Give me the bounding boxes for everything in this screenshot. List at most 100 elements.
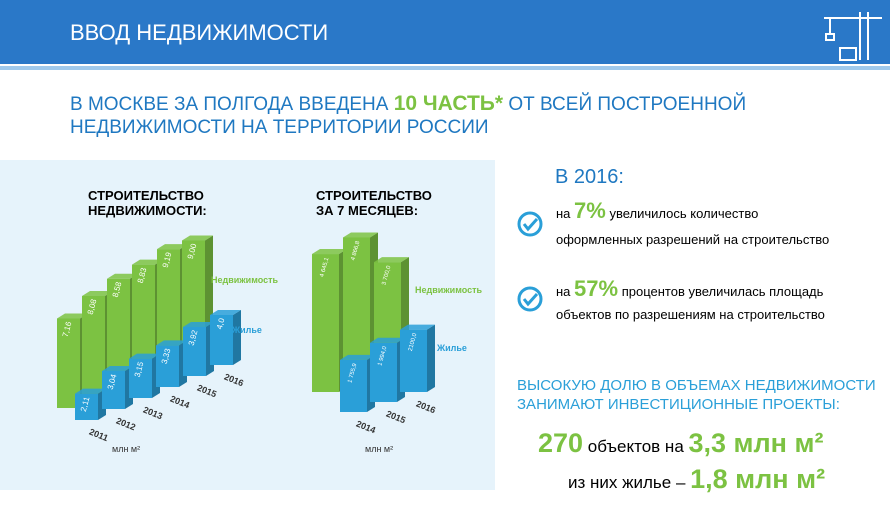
bar — [107, 278, 130, 386]
summary-text: объектов на — [587, 437, 684, 456]
fact-text: увеличилось количество — [609, 206, 759, 221]
summary-text: из них жилье – — [568, 473, 686, 492]
value-label: 3,04 — [106, 373, 119, 391]
value-label: 3,15 — [133, 360, 146, 378]
bar — [157, 249, 180, 364]
headline-text: В МОСКВЕ ЗА ПОЛГОДА ВВЕДЕНА — [70, 94, 389, 115]
legend-label: Недвижимость — [415, 285, 483, 295]
bar — [57, 318, 80, 408]
unit-label: млн м² — [112, 444, 140, 454]
x-tick-label: 2016 — [223, 372, 245, 389]
fact: на 57% процентов увеличилась площадь — [556, 276, 823, 302]
x-tick-label: 2011 — [88, 427, 110, 444]
bar-side — [233, 310, 241, 365]
header-title: ВВОД НЕДВИЖИМОСТИ — [70, 20, 329, 45]
headline-highlight: 10 ЧАСТЬ* — [393, 92, 504, 115]
bar-top — [312, 249, 347, 255]
summary-number: 3,3 млн м² — [688, 428, 824, 458]
bar-top — [210, 310, 241, 315]
x-tick-label: 2015 — [385, 409, 407, 426]
bar-top — [343, 232, 378, 238]
summary: из них жилье – 1,8 млн м² — [568, 464, 825, 495]
bar-top — [374, 257, 409, 263]
unit-label: млн м² — [365, 444, 393, 454]
bar — [370, 342, 397, 402]
bar — [312, 254, 339, 392]
bar-top — [370, 337, 405, 343]
x-tick-label: 2012 — [115, 416, 137, 433]
bar — [102, 371, 125, 409]
fact-text: на — [556, 206, 571, 221]
summary: 270 объектов на 3,3 млн м² — [538, 428, 823, 459]
value-label: 4 866,8 — [350, 240, 361, 262]
bar-top — [156, 340, 187, 346]
headline-line2: НЕДВИЖИМОСТИ НА ТЕРРИТОРИИ РОССИИ — [70, 117, 489, 138]
note: ВЫСОКУЮ ДОЛЮ В ОБЪЕМАХ НЕДВИЖИМОСТИ — [517, 377, 876, 394]
value-label: 1 755,9 — [347, 362, 358, 384]
x-tick-label: 2014 — [169, 394, 191, 411]
legend-label: Жилье — [436, 343, 467, 353]
charts: 7,16 8,08 8,58 8,83 9,19 9,00 Недвижимость 2,11… — [57, 232, 483, 454]
bar-top — [82, 291, 113, 296]
header-line — [0, 66, 890, 70]
bar — [183, 327, 206, 376]
bar-top — [107, 273, 138, 279]
header-bar — [0, 0, 890, 64]
x-tick-label: 2015 — [196, 383, 218, 400]
fact-text: процентов увеличилась площадь — [621, 284, 824, 299]
value-label: 3 700,0 — [381, 264, 392, 286]
bar-top — [182, 235, 213, 241]
chart-title: СТРОИТЕЛЬСТВО ЗА 7 МЕСЯЦЕВ: — [316, 188, 432, 218]
summary-number: 1,8 млн м² — [690, 464, 826, 494]
bar — [82, 296, 105, 397]
headline: В МОСКВЕ ЗА ПОЛГОДА ВВЕДЕНА 10 ЧАСТЬ* ОТ… — [70, 92, 746, 116]
bar — [75, 393, 98, 420]
value-label: 7,16 — [61, 320, 74, 338]
bar-top — [129, 353, 160, 359]
x-tick-label: 2014 — [355, 419, 377, 436]
fact-text: на — [556, 284, 571, 299]
note: ЗАНИМАЮТ ИНВЕСТИЦИОННЫЕ ПРОЕКТЫ: — [517, 396, 840, 413]
fact: на 7% увеличилось количество — [556, 198, 758, 224]
x-tick-label: 2016 — [415, 399, 437, 416]
value-label: 9,00 — [186, 242, 199, 260]
bar — [156, 345, 179, 387]
value-label: 3,33 — [160, 347, 173, 365]
headline-text: ОТ ВСЕЙ ПОСТРОЕННОЙ — [508, 94, 747, 115]
check-icon — [517, 211, 543, 237]
value-label: 3,92 — [187, 329, 200, 347]
bar-top — [183, 322, 214, 327]
value-label: 2,11 — [79, 395, 92, 412]
bar-top — [157, 244, 188, 250]
value-label: 9,19 — [161, 251, 174, 269]
bar-top — [340, 354, 375, 360]
summary-number: 270 — [538, 428, 584, 458]
value-label: 8,83 — [136, 266, 149, 284]
crane-icon — [824, 12, 882, 61]
legend-label: Недвижимость — [211, 275, 279, 285]
bar — [340, 359, 367, 412]
fact-text: оформленных разрешений на строительство — [556, 232, 830, 247]
bar-top — [400, 324, 435, 330]
bar-top — [102, 366, 133, 371]
bar — [129, 358, 152, 398]
bar — [210, 315, 233, 365]
bar — [400, 329, 427, 392]
bar — [132, 264, 155, 375]
check-icon — [517, 286, 543, 312]
fact-text: объектов по разрешениям на строительство — [556, 307, 825, 322]
value-label: 8,58 — [111, 280, 124, 298]
bar-top — [57, 313, 88, 319]
fact-value: 7% — [574, 198, 606, 223]
x-tick-label: 2013 — [142, 405, 164, 422]
bar-top — [132, 259, 163, 265]
value-label: 2100,0 — [408, 332, 419, 352]
value-label: 8,08 — [86, 298, 99, 316]
fact-value: 57% — [574, 276, 619, 301]
legend-label: Жилье — [231, 325, 262, 335]
bar-top — [75, 388, 106, 394]
value-label: 4 645,1 — [319, 256, 330, 278]
value-label: 4,0 — [215, 317, 227, 331]
bar-side — [427, 324, 435, 392]
